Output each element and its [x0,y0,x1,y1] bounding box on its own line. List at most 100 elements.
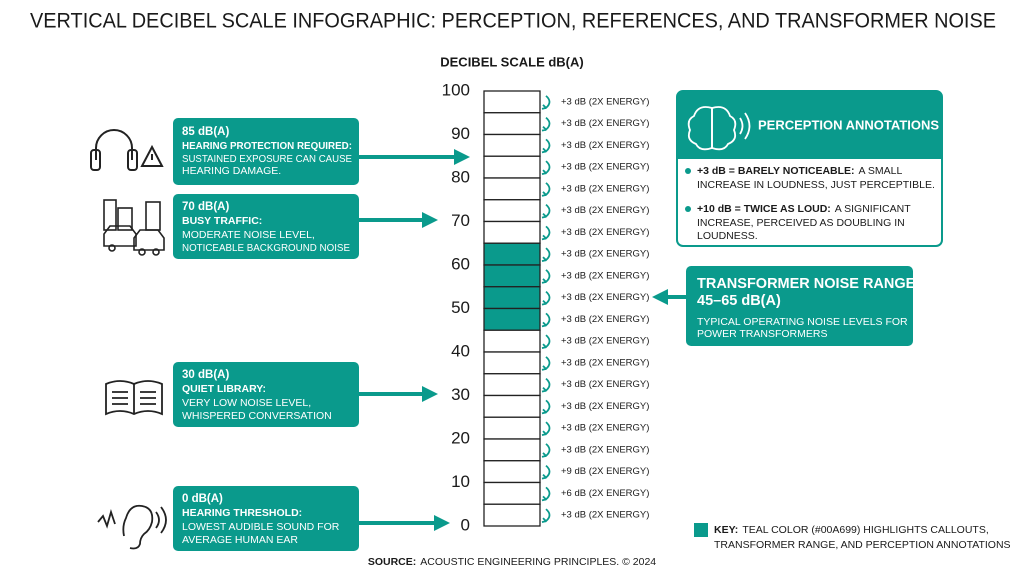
step-label: +6 dB (2X ENERGY) [561,488,649,499]
scale-cell [483,307,541,331]
step-label: +3 dB (2X ENERGY) [561,118,649,129]
key-text: KEY: TEAL COLOR (#00A699) HIGHLIGHTS CALL… [714,524,989,536]
step-label: +3 dB (2X ENERGY) [561,357,649,368]
bullet-text: +10 dB = TWICE AS LOUD: A SIGNIFICANT [697,203,911,215]
step-label: +3 dB (2X ENERGY) [561,96,649,107]
step-label: +3 dB (2X ENERGY) [561,292,649,303]
tick-label: 50 [451,298,470,317]
panel-heading: TRANSFORMER NOISE RANGE [697,276,916,292]
step-arrow [541,464,551,480]
scale-cell [483,220,541,244]
step-label: +3 dB (2X ENERGY) [561,401,649,412]
panel-body: TYPICAL OPERATING NOISE LEVELS FOR [697,316,908,328]
callout: 70 dB(A) BUSY TRAFFIC: MODERATE NOISE LE… [103,194,438,259]
step-arrow [541,312,551,328]
scale-cell [483,373,541,397]
panel-header [677,91,942,159]
step-arrow [541,290,551,306]
key-text: TRANSFORMER RANGE, AND PERCEPTION ANNOTA… [714,539,1011,551]
bullet-bold: +10 dB = TWICE AS LOUD: [697,203,831,215]
bullet-rest: A SMALL [859,165,903,177]
key-bold: KEY: [714,524,738,536]
callout: 30 dB(A) QUIET LIBRARY: VERY LOW NOISE L… [105,362,438,427]
bullet-text: +3 dB = BARELY NOTICEABLE: A SMALL [697,165,902,177]
scale: +3 dB (2X ENERGY) +3 dB (2X ENERGY) +3 dB … [442,80,650,534]
step-label: +3 dB (2X ENERGY) [561,205,649,216]
step-arrow [541,160,551,175]
callout-level: 0 dB(A) [182,493,223,505]
callout-label: BUSY TRAFFIC: [182,215,262,227]
step-label: +3 dB (2X ENERGY) [561,249,649,260]
callout-level: 70 dB(A) [182,201,229,213]
callout-body: HEARING DAMAGE. [182,165,281,177]
bullet-text: INCREASE IN LOUDNESS, JUST PERCEPTIBLE. [697,179,935,191]
callout-label: HEARING PROTECTION REQUIRED: [182,140,352,152]
step-label: +3 dB (2X ENERGY) [561,444,649,455]
step-label: +3 dB (2X ENERGY) [561,423,649,434]
step-arrow [541,95,551,110]
brain-icon [687,106,751,151]
step-arrow [541,225,551,241]
step-label: +3 dB (2X ENERGY) [561,140,649,151]
source-rest: ACOUSTIC ENGINEERING PRINCIPLES. © 2024 [420,556,656,568]
source: SOURCE: ACOUSTIC ENGINEERING PRINCIPLES. … [368,556,656,568]
callout-box [173,362,359,427]
step-arrow [541,269,551,284]
scale-cell [483,133,541,157]
step-label: +3 dB (2X ENERGY) [561,379,649,390]
step-arrow [541,486,551,502]
step-label: +3 dB (2X ENERGY) [561,314,649,325]
transformer-panel: TRANSFORMER NOISE RANGE 45–65 dB(A) TYPI… [652,266,916,346]
callout-body: LOWEST AUDIBLE SOUND FOR [182,521,340,533]
step-arrow [541,443,551,458]
callout-body: WHISPERED CONVERSATION [182,410,332,422]
scale-cell [483,394,541,418]
bullet-bold: +3 dB = BARELY NOTICEABLE: [697,165,855,177]
callout: 0 dB(A) HEARING THRESHOLD: LOWEST AUDIBL… [97,486,450,551]
scale-cell [483,286,541,310]
callout-box [173,486,359,551]
callout-body: AVERAGE HUMAN EAR [182,534,298,546]
callout-body: NOTICEABLE BACKGROUND NOISE [182,242,350,254]
scale-cell [483,351,541,375]
source-bold: SOURCE: [368,556,416,568]
title: VERTICAL DECIBEL SCALE INFOGRAPHIC: PERC… [30,10,996,33]
callout-level: 30 dB(A) [182,369,229,381]
callout-body: SUSTAINED EXPOSURE CAN CAUSE [182,153,352,165]
tick-label: 20 [451,428,470,447]
key-rest: TEAL COLOR (#00A699) HIGHLIGHTS CALLOUTS… [742,524,988,536]
bullet [685,168,691,174]
callout: 85 dB(A) HEARING PROTECTION REQUIRED: SU… [90,118,470,185]
scale-cell [483,155,541,179]
step-arrow [541,138,551,154]
step-label: +3 dB (2X ENERGY) [561,336,649,347]
scale-cell [483,199,541,223]
tick-label: 90 [451,124,470,143]
perception-panel: PERCEPTION ANNOTATIONS +3 dB = BARELY NO… [676,90,943,247]
callout-label: HEARING THRESHOLD: [182,507,302,519]
traffic-icon [103,199,165,256]
step-arrow [541,116,551,132]
step-arrow [541,203,551,219]
step-label: +3 dB (2X ENERGY) [561,183,649,194]
callout-level: 85 dB(A) [182,126,229,138]
callout-box [173,118,359,185]
callout-box [173,194,359,259]
tick-label: 80 [451,167,470,186]
callout-body: MODERATE NOISE LEVEL, [182,229,315,241]
panel-body: POWER TRANSFORMERS [697,328,827,340]
tick-label: 40 [451,341,470,360]
tick-label: 10 [451,472,470,491]
bullet [685,206,691,212]
tick-label: 100 [442,80,470,99]
bullet-text: INCREASE, PERCEIVED AS DOUBLING IN [697,217,905,229]
scale-cell [483,90,541,114]
step-arrow [541,182,551,197]
step-label: +3 dB (2X ENERGY) [561,227,649,238]
bullet-rest: A SIGNIFICANT [835,203,911,215]
key-swatch [694,523,708,537]
step-label: +9 dB (2X ENERGY) [561,466,649,477]
scale-cell [483,112,541,136]
